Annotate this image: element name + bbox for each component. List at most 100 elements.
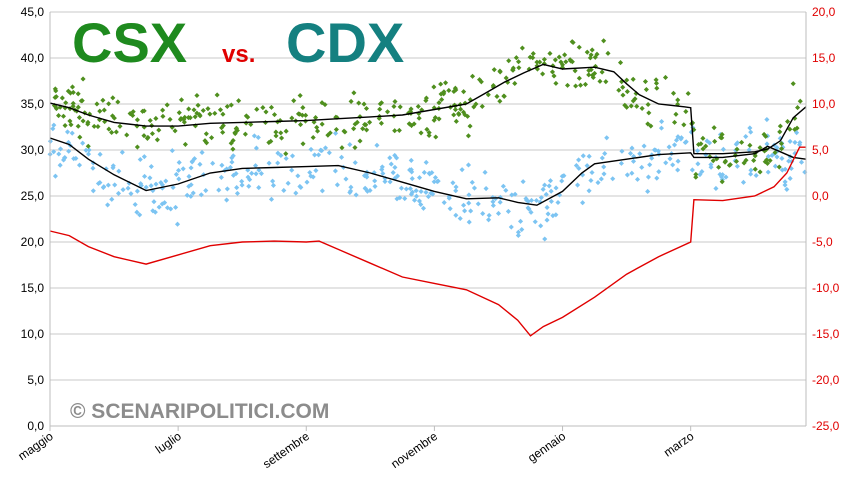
scatter-point <box>505 208 511 214</box>
scatter-point <box>174 221 181 227</box>
scatter-point <box>693 174 699 180</box>
scatter-point <box>186 173 192 179</box>
scatter-point <box>353 192 359 198</box>
scatter-point <box>192 114 198 120</box>
scatter-point <box>360 126 366 132</box>
scatter-point <box>468 208 474 214</box>
scatter-point <box>734 163 740 169</box>
scatter-point <box>168 206 174 212</box>
scatter-point <box>761 131 767 137</box>
scatter-point <box>224 197 230 203</box>
scatter-point <box>113 129 119 135</box>
scatter-point <box>597 78 603 84</box>
scatter-point <box>304 179 310 185</box>
scatter-point <box>542 182 548 188</box>
scatter-point <box>90 165 96 171</box>
title-vs: vs. <box>222 41 255 68</box>
scatter-point <box>357 138 363 144</box>
scatter-point <box>319 188 325 194</box>
scatter-point <box>512 191 518 197</box>
scatter-point <box>482 169 488 175</box>
scatter-point <box>777 129 783 135</box>
scatter-point <box>61 157 67 163</box>
scatter-point <box>453 212 459 218</box>
scatter-point <box>645 174 652 180</box>
scatter-point <box>300 141 306 147</box>
scatter-point <box>380 171 386 177</box>
scatter-point <box>210 160 216 166</box>
scatter-point <box>802 169 808 175</box>
scatter-point <box>197 161 203 167</box>
trend-line-2 <box>49 137 807 206</box>
scatter-point <box>68 122 74 128</box>
scatter-point <box>546 183 552 189</box>
scatter-point <box>60 113 67 119</box>
scatter-point <box>130 109 136 115</box>
scatter-point <box>254 106 260 112</box>
scatter-point <box>610 176 616 182</box>
scatter-point <box>97 180 103 186</box>
scatter-point <box>124 132 130 138</box>
scatter-point <box>495 210 502 217</box>
scatter-point <box>681 122 687 128</box>
scatter-point <box>694 148 701 154</box>
left-tick-label: 0,0 <box>27 419 44 433</box>
scatter-point <box>356 100 362 106</box>
scatter-point <box>90 188 96 194</box>
scatter-point <box>80 76 86 82</box>
left-tick-label: 20,0 <box>21 235 45 249</box>
scatter-point <box>255 134 261 141</box>
scatter-point <box>542 236 548 242</box>
scatter-point <box>453 188 459 194</box>
right-tick-label: 20,0 <box>812 5 836 19</box>
scatter-point <box>659 119 665 125</box>
scatter-point <box>69 84 76 90</box>
scatter-point <box>578 82 584 88</box>
trend-line-1 <box>49 63 807 155</box>
scatter-point <box>159 182 166 188</box>
scatter-point <box>153 181 159 187</box>
scatter-point <box>519 45 525 51</box>
scatter-point <box>105 182 111 188</box>
scatter-point <box>333 130 339 136</box>
scatter-point <box>616 87 622 93</box>
scatter-point <box>540 186 546 192</box>
title-cdx: CDX <box>286 11 404 74</box>
scatter-point <box>765 169 771 175</box>
scatter-point <box>207 111 213 117</box>
scatter-point <box>792 139 798 145</box>
scatter-point <box>73 155 79 161</box>
scatter-point <box>453 184 459 190</box>
scatter-point <box>217 107 224 113</box>
scatter-point <box>392 128 398 134</box>
scatter-point <box>188 165 194 171</box>
scatter-point <box>190 190 196 196</box>
scatter-point <box>289 115 295 121</box>
scatter-point <box>646 110 652 116</box>
scatter-point <box>170 184 176 190</box>
scatter-point <box>112 182 118 188</box>
scatter-point <box>339 145 345 151</box>
scatter-point <box>438 81 444 87</box>
scatter-point <box>339 154 345 160</box>
scatter-point <box>556 54 562 60</box>
scatter-point <box>182 141 188 147</box>
scatter-point <box>624 89 630 95</box>
scatter-point <box>234 185 240 191</box>
scatter-point <box>203 187 209 194</box>
scatter-point <box>76 162 83 168</box>
scatter-point <box>230 138 236 144</box>
scatter-point <box>188 193 194 199</box>
scatter-point <box>408 157 414 163</box>
scatter-point <box>779 155 785 162</box>
scatter-point <box>141 133 147 139</box>
scatter-point <box>599 69 605 75</box>
right-tick-label: 0,0 <box>812 189 829 203</box>
scatter-point <box>148 164 154 170</box>
scatter-point <box>319 121 325 127</box>
scatter-point <box>297 92 303 99</box>
scatter-point <box>559 178 565 184</box>
right-tick-label: 5,0 <box>812 143 829 157</box>
scatter-point <box>141 108 147 114</box>
scatter-point <box>142 173 148 179</box>
